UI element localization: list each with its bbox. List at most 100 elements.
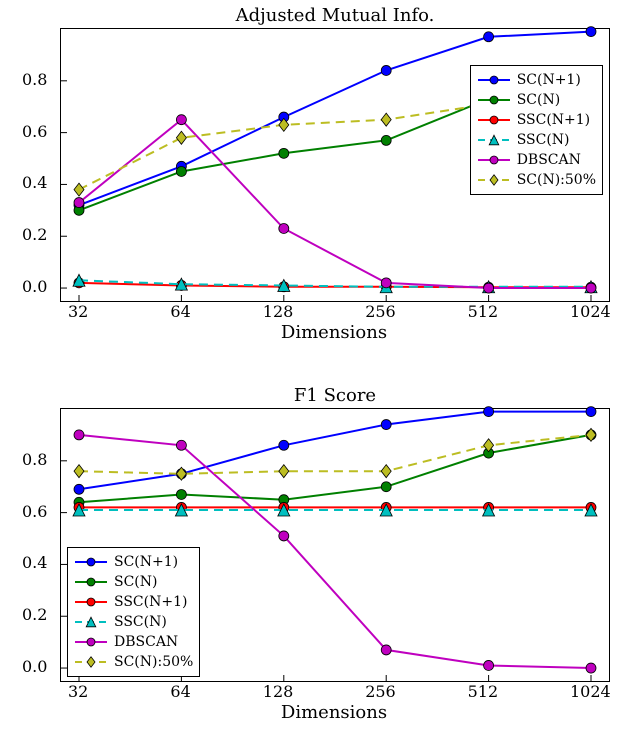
series-marker-sc_np1	[484, 32, 494, 42]
series-marker-sc_np1	[586, 27, 596, 37]
y-tick-label: 0.0	[22, 657, 47, 676]
legend-swatch-ssc_n	[477, 133, 511, 147]
legend-swatch-dbscan	[477, 153, 511, 167]
chart-ami: Adjusted Mutual Info. SC(N+1)SC(N)SSC(N+…	[60, 28, 610, 302]
y-tick-label: 0.0	[22, 277, 47, 296]
x-axis-label-f1: Dimensions	[60, 702, 608, 723]
series-marker-sc_n	[279, 148, 289, 158]
series-marker-sc_n_50	[381, 113, 391, 126]
legend-label-sc_n: SC(N)	[517, 92, 560, 108]
legend-label-dbscan: DBSCAN	[114, 634, 178, 650]
legend-ami: SC(N+1) SC(N) SSC(N+1) SSC(N) DBSCAN SC(N):50…	[470, 65, 603, 195]
legend-swatch-dbscan	[74, 635, 108, 649]
chart-title-f1: F1 Score	[61, 385, 609, 406]
series-marker-dbscan	[586, 663, 596, 673]
legend-label-sc_np1: SC(N+1)	[517, 72, 581, 88]
legend-item-ssc_np1: SSC(N+1)	[477, 110, 596, 130]
series-marker-dbscan	[176, 440, 186, 450]
legend-swatch-ssc_np1	[477, 113, 511, 127]
series-marker-sc_np1	[381, 65, 391, 75]
series-marker-dbscan	[381, 278, 391, 288]
legend-item-ssc_n: SSC(N)	[74, 612, 193, 632]
y-tick-label: 0.4	[22, 553, 47, 572]
series-marker-dbscan	[484, 283, 494, 293]
series-marker-sc_np1	[381, 420, 391, 430]
figure: Adjusted Mutual Info. SC(N+1) SC(N) SSC(N+…	[0, 0, 628, 750]
series-marker-sc_n	[381, 482, 391, 492]
legend-label-ssc_n: SSC(N)	[114, 614, 167, 630]
chart-f1: F1 Score SC(N+1)SC(N)SSC(N+1)SSC(N)DBSCA…	[60, 408, 610, 682]
legend-swatch-sc_np1	[74, 555, 108, 569]
legend-label-ssc_np1: SSC(N+1)	[114, 594, 187, 610]
x-tick-label: 512	[468, 302, 499, 321]
legend-item-dbscan: DBSCAN	[477, 150, 596, 170]
legend-f1: SC(N+1) SC(N) SSC(N+1) SSC(N) DBSCAN SC(N):50…	[67, 547, 200, 677]
series-marker-dbscan	[176, 115, 186, 125]
legend-label-dbscan: DBSCAN	[517, 152, 581, 168]
legend-item-ssc_n: SSC(N)	[477, 130, 596, 150]
series-line-sc_np1	[79, 412, 591, 490]
legend-item-sc_n: SC(N)	[74, 572, 193, 592]
series-marker-sc_np1	[484, 407, 494, 417]
series-marker-sc_n_50	[176, 131, 186, 144]
legend-item-sc_np1: SC(N+1)	[477, 70, 596, 90]
series-marker-dbscan	[279, 531, 289, 541]
series-marker-dbscan	[74, 198, 84, 208]
chart-title-ami: Adjusted Mutual Info.	[61, 5, 609, 26]
legend-swatch-sc_np1	[477, 73, 511, 87]
legend-item-sc_np1: SC(N+1)	[74, 552, 193, 572]
x-tick-label: 256	[365, 302, 396, 321]
x-axis-label-ami: Dimensions	[60, 322, 608, 343]
legend-swatch-sc_n	[74, 575, 108, 589]
y-tick-label: 0.4	[22, 173, 47, 192]
legend-item-sc_n_50: SC(N):50%	[74, 652, 193, 672]
series-marker-sc_n_50	[381, 465, 391, 478]
x-tick-label: 1024	[570, 302, 611, 321]
legend-item-sc_n: SC(N)	[477, 90, 596, 110]
x-tick-label: 32	[68, 682, 88, 701]
series-marker-sc_n_50	[74, 183, 84, 196]
legend-item-sc_n_50: SC(N):50%	[477, 170, 596, 190]
series-line-sc_n_50	[79, 435, 591, 474]
y-tick-label: 0.8	[22, 450, 47, 469]
series-marker-sc_np1	[74, 484, 84, 494]
legend-swatch-sc_n_50	[477, 173, 511, 187]
x-tick-label: 32	[68, 302, 88, 321]
series-marker-sc_n	[176, 166, 186, 176]
y-tick-label: 0.6	[22, 122, 47, 141]
series-marker-dbscan	[484, 660, 494, 670]
series-marker-dbscan	[586, 283, 596, 293]
x-tick-label: 128	[263, 302, 294, 321]
legend-swatch-sc_n_50	[74, 655, 108, 669]
x-tick-label: 128	[263, 682, 294, 701]
series-marker-sc_n	[381, 135, 391, 145]
legend-label-sc_np1: SC(N+1)	[114, 554, 178, 570]
legend-swatch-ssc_n	[74, 615, 108, 629]
x-tick-label: 64	[170, 682, 190, 701]
series-marker-sc_np1	[586, 407, 596, 417]
y-tick-label: 0.2	[22, 225, 47, 244]
y-tick-label: 0.6	[22, 502, 47, 521]
series-marker-dbscan	[279, 223, 289, 233]
legend-label-sc_n_50: SC(N):50%	[114, 654, 193, 670]
legend-swatch-sc_n	[477, 93, 511, 107]
series-line-sc_n	[79, 435, 591, 502]
series-marker-sc_n_50	[74, 465, 84, 478]
series-marker-sc_n_50	[586, 428, 596, 441]
legend-label-sc_n: SC(N)	[114, 574, 157, 590]
series-marker-dbscan	[74, 430, 84, 440]
legend-label-sc_n_50: SC(N):50%	[517, 172, 596, 188]
x-tick-label: 64	[170, 302, 190, 321]
series-marker-dbscan	[381, 645, 391, 655]
x-tick-label: 512	[468, 682, 499, 701]
series-marker-sc_n	[176, 489, 186, 499]
x-tick-label: 1024	[570, 682, 611, 701]
legend-label-ssc_n: SSC(N)	[517, 132, 570, 148]
series-marker-sc_np1	[279, 440, 289, 450]
legend-label-ssc_np1: SSC(N+1)	[517, 112, 590, 128]
legend-item-dbscan: DBSCAN	[74, 632, 193, 652]
y-tick-label: 0.8	[22, 70, 47, 89]
x-tick-label: 256	[365, 682, 396, 701]
y-tick-label: 0.2	[22, 605, 47, 624]
series-marker-sc_n_50	[176, 467, 186, 480]
